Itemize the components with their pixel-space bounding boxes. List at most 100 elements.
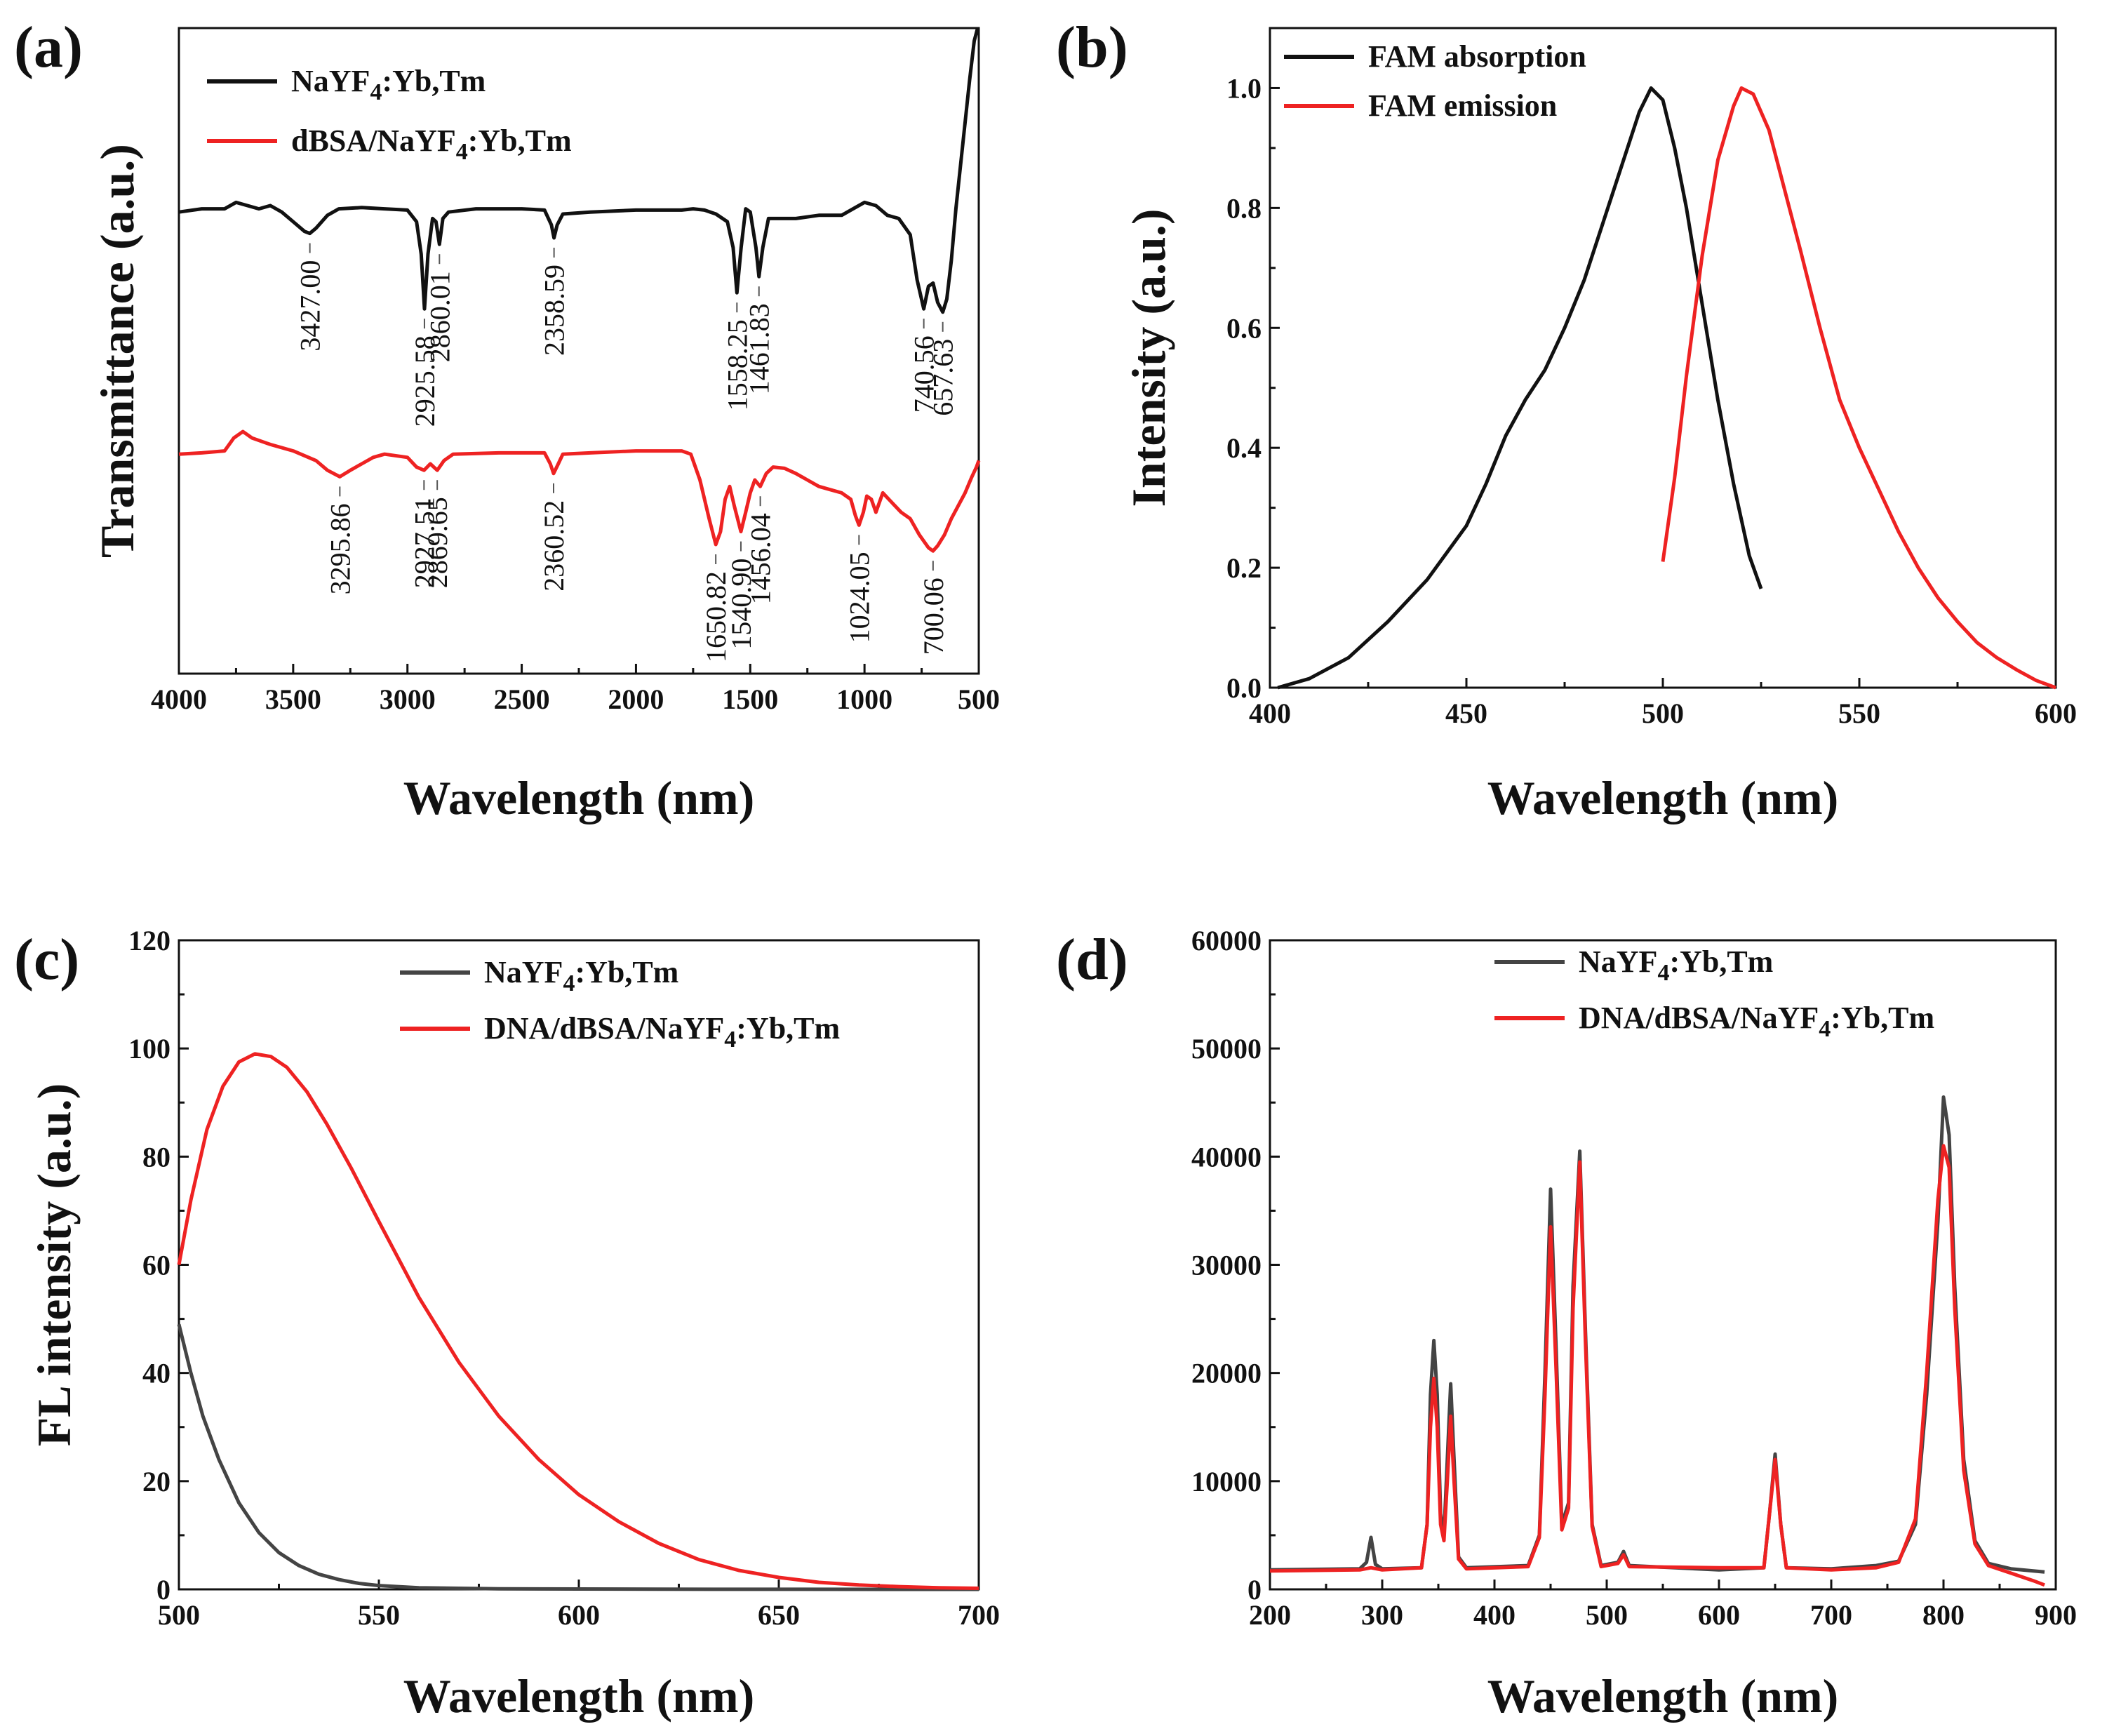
x-tick-label: 500 [158,1599,200,1631]
x-tick-label: 800 [1922,1599,1965,1631]
series-line-1 [178,429,981,553]
y-tick-label: 20000 [1191,1358,1262,1389]
series-line-0 [178,27,979,314]
series-line-1 [1661,86,2056,690]
y-tick-label: 20 [142,1466,170,1497]
peak-label: 1558.25 [721,319,753,410]
x-tick-label: 200 [1249,1599,1291,1631]
y-axis-label: FL intensity (a.u.) [27,1083,81,1447]
y-tick-label: 0 [156,1574,170,1605]
y-axis-label: Transmittance (a.u.) [91,144,144,558]
legend-label: DNA/dBSA/NaYF4:Yb,Tm [484,1011,840,1053]
legend: FAM absorption FAM emission [1284,39,1586,123]
peak-label: 2860.01 [424,271,455,362]
y-tick-label: 120 [128,925,170,956]
x-tick-label: 450 [1445,697,1487,729]
y-tick-label: 40000 [1191,1141,1262,1173]
y-axis-label: Intensity (a.u.) [1122,208,1175,507]
peak-label: 657.63 [928,339,959,416]
x-tick-label: 3500 [265,683,321,715]
y-tick-label: 60 [142,1250,170,1281]
y-tick-label: 0 [1247,1574,1262,1605]
peak-label: 3295.86 [324,503,356,594]
y-tick-label: 40 [142,1358,170,1389]
x-tick-label: 2500 [494,683,550,715]
x-axis-label: Wavelength (nm) [403,1669,755,1723]
peak-label: 1461.83 [744,303,775,394]
legend-label: DNA/dBSA/NaYF4:Yb,Tm [1579,1001,1934,1042]
x-tick-label: 550 [358,1599,400,1631]
x-axis-label: Wavelength (nm) [403,771,755,824]
x-axis-label: Wavelength (nm) [1487,1669,1839,1723]
legend: NaYF4:Yb,Tm DNA/dBSA/NaYF4:Yb,Tm [400,955,840,1053]
x-tick-label: 400 [1473,1599,1516,1631]
peak-label: 700.06 [918,577,949,655]
x-tick-label: 1500 [722,683,778,715]
y-tick-label: 0.0 [1226,672,1262,704]
y-tick-label: 100 [128,1033,170,1064]
peak-label: 1540.90 [725,559,757,650]
peak-label: 2360.52 [538,500,570,592]
panel-label: (c) [14,927,79,992]
peak-label: 3427.00 [295,260,326,352]
x-tick-label: 2000 [608,683,664,715]
x-tick-label: 3000 [380,683,436,715]
legend-label: NaYF4:Yb,Tm [291,64,486,105]
y-tick-label: 80 [142,1141,170,1173]
legend-label: NaYF4:Yb,Tm [484,955,678,996]
y-tick-label: 1.0 [1226,72,1262,104]
y-tick-label: 0.4 [1226,432,1262,464]
series-line-0 [177,1323,979,1591]
y-tick-label: 30000 [1191,1250,1262,1281]
peak-label: 1650.82 [700,571,732,662]
panel-label: (a) [14,15,83,80]
x-tick-label: 4000 [151,683,207,715]
panel-b: (b) 400 450 500 550 600 0.0 0.2 0.4 0.6 0.8 1.0 Wave… [1056,15,2077,824]
legend-label: FAM emission [1368,88,1557,123]
x-tick-label: 500 [958,683,1000,715]
legend: NaYF4:Yb,Tm DNA/dBSA/NaYF4:Yb,Tm [1494,944,1934,1042]
y-tick-label: 60000 [1191,925,1262,956]
x-tick-label: 300 [1361,1599,1403,1631]
y-tick-label: 50000 [1191,1033,1262,1064]
peak-label: 1024.05 [843,552,875,643]
x-tick-label: 900 [2035,1599,2077,1631]
x-axis-label: Wavelength (nm) [1487,771,1839,824]
peak-label: 740.56 [909,335,940,413]
peak-label: 2358.59 [539,265,570,356]
x-tick-label: 400 [1249,697,1291,729]
x-tick-label: 700 [1810,1599,1852,1631]
legend: NaYF4:Yb,Tm dBSA/NaYF4:Yb,Tm [207,64,572,165]
legend-label: dBSA/NaYF4:Yb,Tm [291,123,572,165]
x-tick-label: 500 [1642,697,1684,729]
legend-label: FAM absorption [1368,39,1586,74]
panel-c: (c) 500 550 600 650 700 0 20 40 60 80 100 120 Wavelen… [14,925,1000,1723]
panel-d: (d) 200 300 400 500 600 700 800 900 0 10000 20000 30… [1056,925,2077,1723]
peak-label: 2869.65 [422,497,453,588]
y-tick-label: 0.8 [1226,192,1262,224]
x-tick-label: 700 [958,1599,1000,1631]
x-tick-label: 550 [1838,697,1880,729]
plot-frame [1269,939,2057,1591]
x-tick-label: 600 [558,1599,600,1631]
plot-frame [1269,27,2057,689]
peak-label: 2925.58 [409,335,441,427]
panel-label: (b) [1056,15,1128,80]
y-tick-label: 10000 [1191,1466,1262,1497]
y-tick-label: 0.6 [1226,312,1262,344]
panel-a: (a) 4000 3500 3000 2500 2000 1500 1000 500 Wavele… [14,15,1000,824]
x-tick-label: 600 [2035,697,2077,729]
peak-label: 1456.04 [745,513,777,604]
series-line-0 [1277,86,1763,690]
peak-label: 2927.51 [408,497,440,588]
x-tick-label: 650 [758,1599,800,1631]
legend-label: NaYF4:Yb,Tm [1579,944,1773,986]
x-tick-label: 500 [1586,1599,1628,1631]
series-line-1 [1269,1144,2045,1587]
panel-label: (d) [1056,927,1128,992]
y-tick-label: 0.2 [1226,552,1262,584]
x-tick-label: 600 [1698,1599,1740,1631]
x-tick-label: 1000 [836,683,892,715]
series-line-1 [177,1052,979,1590]
